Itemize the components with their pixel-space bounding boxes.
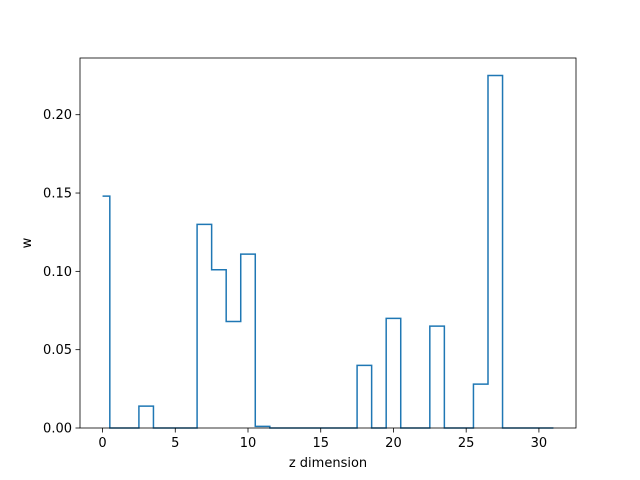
plot-area bbox=[80, 58, 576, 428]
x-tick-label: 30 bbox=[531, 436, 548, 451]
y-tick-label: 0.05 bbox=[43, 343, 72, 358]
axes-frame bbox=[79, 57, 577, 429]
x-tick-label: 0 bbox=[98, 436, 106, 451]
x-tick-label: 5 bbox=[171, 436, 179, 451]
y-axis-label: w bbox=[20, 237, 35, 248]
x-axis-label: z dimension bbox=[289, 456, 367, 471]
x-tick-label: 10 bbox=[240, 436, 257, 451]
y-axis: 0.00 0.05 0.10 0.15 0.20 bbox=[43, 108, 80, 437]
x-tick-label: 25 bbox=[458, 436, 475, 451]
y-tick-label: 0.00 bbox=[43, 422, 72, 437]
x-tick-label: 20 bbox=[385, 436, 402, 451]
x-tick-label: 15 bbox=[312, 436, 329, 451]
y-tick-label: 0.10 bbox=[43, 265, 72, 280]
y-tick-label: 0.20 bbox=[43, 108, 72, 123]
x-axis: 0 5 10 15 20 25 30 bbox=[98, 428, 547, 451]
y-tick-label: 0.15 bbox=[43, 187, 72, 202]
